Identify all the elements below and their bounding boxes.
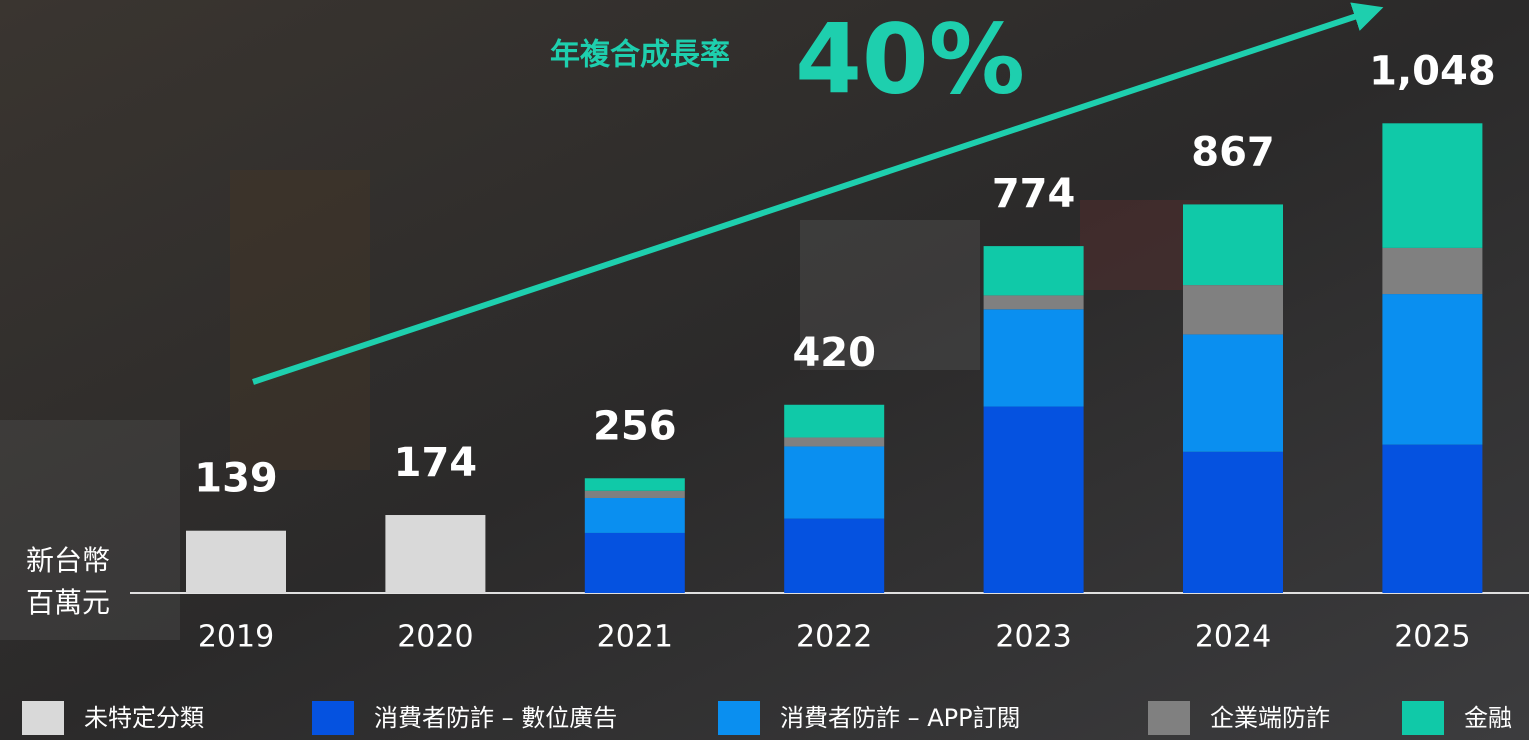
total-label: 174 [394,440,478,486]
bar-segment [983,295,1084,310]
legend-label: 未特定分類 [84,704,204,732]
bar-segment [784,518,885,593]
cagr-label: 年複合成長率 [550,38,730,73]
bar-segment [1382,247,1483,295]
x-tick-label: 2023 [995,620,1071,655]
y-axis-label: 百萬元 [26,586,110,619]
total-label: 256 [593,403,677,449]
bar-segment [1183,285,1283,335]
legend-swatch [1148,701,1190,735]
bar-segment [1382,294,1483,445]
bar-segment [784,446,885,519]
legend-swatch [312,701,354,735]
x-tick-label: 2024 [1195,620,1271,655]
legend-swatch [1402,701,1444,735]
bar-segment [584,478,685,491]
bar-segment [385,515,486,593]
x-tick-label: 2025 [1394,620,1470,655]
total-label: 139 [194,456,278,502]
legend-label: 消費者防詐 – 數位廣告 [374,704,617,732]
x-tick-label: 2022 [796,620,872,655]
bar-segment [1382,444,1483,593]
background-shape [800,220,980,370]
bar-segment [784,404,885,438]
x-tick-label: 2020 [397,620,473,655]
bar-segment [584,497,685,533]
bar-segment [983,406,1084,593]
legend-label: 消費者防詐 – APP訂閱 [780,704,1021,732]
total-label: 420 [792,330,876,376]
total-label: 867 [1191,129,1275,175]
cagr-value: 40% [795,3,1025,115]
bar-segment [784,437,885,447]
legend-swatch [718,701,760,735]
background-shape [0,420,180,640]
total-label: 1,048 [1369,48,1496,94]
growth-arrow [252,2,1384,385]
background-shape [1080,200,1200,290]
legend-label: 企業端防詐 [1210,704,1330,732]
y-axis-label: 新台幣 [26,544,110,577]
x-tick-label: 2021 [597,620,673,655]
bar-segment [1183,204,1283,286]
total-label: 774 [992,171,1076,217]
bar-segment [584,532,685,593]
bar-segment [1183,334,1283,452]
bar-segment [186,530,286,593]
bar-segment [584,490,685,498]
legend-swatch [22,701,64,735]
legend-label: 金融 [1464,704,1512,732]
bar-segment [1382,123,1483,248]
bar-segment [983,309,1084,407]
background-shape [230,170,370,470]
bar-segment [1183,451,1283,593]
bar-segment [983,246,1084,296]
x-tick-label: 2019 [198,620,274,655]
